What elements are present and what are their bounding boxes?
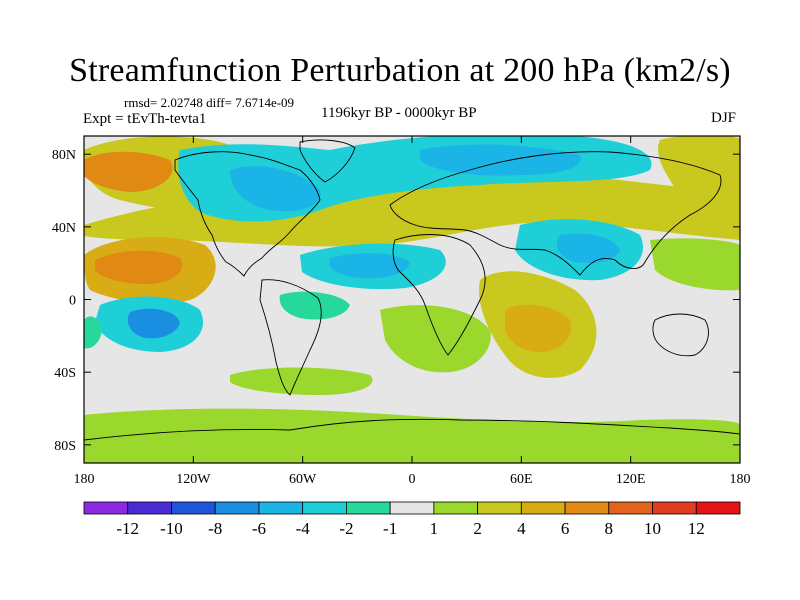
colorbar-swatch <box>389 501 435 515</box>
field-indian-pos-core <box>505 304 571 352</box>
lat-tick-label: 40S <box>54 366 76 381</box>
colorbar-label: -10 <box>160 519 183 538</box>
lon-tick-label: 120E <box>616 472 646 487</box>
coast-antarctica <box>84 418 740 441</box>
lon-tick-label: 60W <box>289 472 317 487</box>
colorbar-swatch <box>652 501 697 515</box>
field-eurasia-neg-core <box>420 144 581 176</box>
colorbar-label: -8 <box>208 519 222 538</box>
field-south-pos <box>230 367 373 395</box>
colorbar-label: 4 <box>517 519 526 538</box>
chart-title: Streamfunction Perturbation at 200 hPa (… <box>69 52 731 89</box>
lon-tick-label: 60E <box>510 472 533 487</box>
lat-tick-label: 80S <box>54 439 76 454</box>
field-ne-pos <box>658 136 740 220</box>
coast-north-america <box>174 151 321 277</box>
coast-australia <box>652 313 709 357</box>
colorbar-swatch <box>564 501 610 515</box>
colorbar-swatch <box>171 501 216 515</box>
colorbar-swatch <box>302 501 347 515</box>
field-sa-neg <box>279 291 350 320</box>
field-na-neg-core <box>230 166 321 212</box>
coast-africa <box>392 234 486 356</box>
field-asia-neg-core <box>556 233 620 264</box>
lat-tick-label: 0 <box>69 294 76 309</box>
colorbar-swatch <box>695 501 741 515</box>
lon-tick-label: 120W <box>176 472 211 487</box>
colorbar-swatch <box>345 501 391 515</box>
lon-tick-label: 0 <box>409 472 416 487</box>
coast-eurasia <box>389 151 722 276</box>
colorbar-label: -12 <box>116 519 139 538</box>
colorbar-label: 1 <box>430 519 439 538</box>
subtitle-season: DJF <box>711 110 737 126</box>
colorbar: -12 -10 -8 -6 -4 -2 -1 1 2 4 6 8 10 12 <box>83 501 741 538</box>
colorbar-label: 6 <box>561 519 570 538</box>
colorbar-label: 8 <box>605 519 614 538</box>
lat-tick-label: 40N <box>52 221 76 236</box>
field-east-pos <box>650 238 740 291</box>
colorbar-swatch <box>608 501 653 515</box>
coast-south-america <box>259 279 322 396</box>
map-plot-area <box>83 135 741 464</box>
colorbar-label: -4 <box>296 519 311 538</box>
field-atl-neg-core <box>328 253 410 279</box>
colorbar-label: 2 <box>473 519 482 538</box>
colorbar-label: -1 <box>383 519 397 538</box>
coastlines <box>84 139 740 441</box>
field-arctic-pos-core <box>84 151 173 192</box>
colorbar-swatch <box>258 501 304 515</box>
field-sub-neg <box>84 316 102 349</box>
subtitle-expt: Expt = tEvTh-tevta1 <box>83 111 207 127</box>
subtitle-rmsd: rmsd= 2.02748 diff= 7.6714e-09 <box>124 95 295 110</box>
lon-tick-label: 180 <box>74 472 95 487</box>
colorbar-swatch <box>520 501 566 515</box>
colorbar-swatch <box>477 501 522 515</box>
colorbar-label: -6 <box>252 519 266 538</box>
lon-tick-label: 180 <box>730 472 751 487</box>
coast-greenland <box>299 139 356 183</box>
colorbar-label: -2 <box>339 519 353 538</box>
colorbar-swatch <box>214 501 260 515</box>
field-sa-pos <box>380 305 491 373</box>
colorbar-swatch <box>127 501 172 515</box>
subtitle-period: 1196kyr BP - 0000kyr BP <box>321 105 477 121</box>
field-antarctic-pos <box>84 408 740 463</box>
colorbar-swatch <box>83 501 129 515</box>
lat-tick-label: 80N <box>52 148 76 163</box>
field-spac-neg-core <box>127 308 180 339</box>
field-pacific-pos-core <box>95 250 183 285</box>
colorbar-swatch <box>433 501 479 515</box>
contour-fields <box>84 136 740 463</box>
map-axes: 180 120W 60W 0 60E 120E 180 80N 40N 0 40S 80S <box>52 136 751 487</box>
colorbar-label: 12 <box>688 519 705 538</box>
colorbar-label: 10 <box>644 519 661 538</box>
